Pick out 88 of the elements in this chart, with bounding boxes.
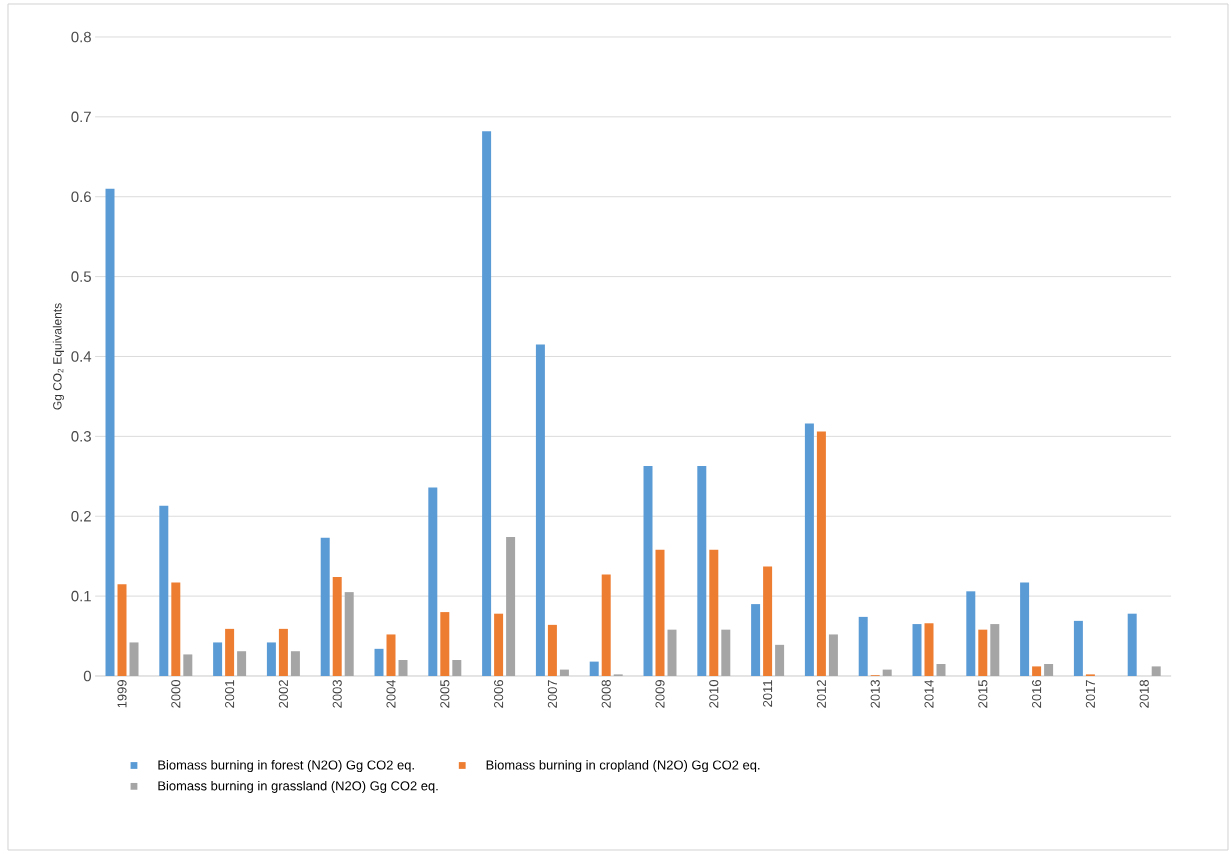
y-tick-label: 0.7 xyxy=(71,111,91,123)
bar xyxy=(804,423,814,676)
y-tick-label: 0.1 xyxy=(71,590,91,602)
bar xyxy=(482,131,492,676)
x-tick-label: 2006 xyxy=(494,680,504,708)
bar xyxy=(105,188,115,676)
bar xyxy=(278,628,288,676)
bar xyxy=(667,629,677,676)
bar xyxy=(816,431,826,676)
bar xyxy=(1020,582,1030,676)
bar xyxy=(440,612,450,676)
bar xyxy=(1073,620,1083,676)
y-axis-title: Gg CO$_{2}$ Equivalents xyxy=(52,303,64,410)
bar xyxy=(990,624,1000,676)
bar xyxy=(171,582,181,676)
bar xyxy=(129,642,139,676)
bar xyxy=(966,591,976,676)
x-tick-label: 2012 xyxy=(816,680,826,708)
bar xyxy=(266,642,276,676)
bar xyxy=(344,592,354,676)
y-tick-label: 0.3 xyxy=(71,431,91,442)
bar xyxy=(183,654,193,676)
bar xyxy=(386,634,396,676)
bar xyxy=(697,465,707,676)
x-tick-label: 2003 xyxy=(332,680,342,708)
bar xyxy=(882,669,892,676)
bar xyxy=(924,623,934,676)
y-tick-label: 0.5 xyxy=(71,271,91,282)
bar xyxy=(763,566,773,676)
bar xyxy=(332,576,342,676)
bar xyxy=(1127,613,1137,676)
bar xyxy=(320,537,330,676)
bar xyxy=(751,604,761,676)
bar xyxy=(398,660,408,676)
bar xyxy=(535,344,545,676)
y-tick-label: 0.6 xyxy=(71,191,91,203)
bar xyxy=(547,624,557,676)
bar xyxy=(709,549,719,676)
bar xyxy=(428,487,438,676)
x-tick-label: 2010 xyxy=(709,680,719,708)
bar xyxy=(374,648,384,676)
legend-label: Biomass burning in cropland (N2O) Gg CO2 eq. xyxy=(486,760,760,773)
bar xyxy=(237,651,247,676)
bar xyxy=(655,549,665,676)
legend-label: Biomass burning in grassland (N2O) Gg CO2 eq. xyxy=(158,780,438,793)
bar xyxy=(936,664,946,676)
x-tick-label: 2008 xyxy=(601,680,611,708)
y-tick-label: 0.4 xyxy=(71,351,92,362)
bar xyxy=(721,629,731,676)
legend-label: Biomass burning in forest (N2O) Gg CO2 eq. xyxy=(158,760,414,773)
x-tick-label: 2004 xyxy=(386,679,396,708)
x-tick-label: 2005 xyxy=(440,680,450,708)
bar xyxy=(1151,666,1161,676)
bar xyxy=(912,624,922,676)
bar xyxy=(643,465,653,676)
x-tick-label: 2001 xyxy=(225,680,235,708)
bar xyxy=(159,505,169,676)
x-tick-label: 1999 xyxy=(117,680,127,708)
x-tick-label: 2009 xyxy=(655,680,665,708)
x-tick-label: 2000 xyxy=(171,680,181,708)
bar xyxy=(452,660,462,676)
x-tick-label: 2007 xyxy=(547,680,557,708)
x-tick-label: 2018 xyxy=(1139,680,1149,708)
x-tick-label: 2015 xyxy=(978,680,988,708)
bar xyxy=(494,613,504,676)
bar xyxy=(117,584,127,676)
bar xyxy=(213,642,223,676)
bar xyxy=(290,651,300,676)
x-tick-label: 2016 xyxy=(1032,680,1042,708)
bar xyxy=(225,628,235,676)
x-tick-label: 2011 xyxy=(763,680,773,707)
bar xyxy=(601,574,611,676)
bar xyxy=(828,634,838,676)
bar xyxy=(589,661,599,676)
bar xyxy=(1032,666,1042,676)
y-tick-label: 0.8 xyxy=(71,31,91,43)
x-tick-label: 2017 xyxy=(1085,680,1095,708)
bar xyxy=(775,644,785,676)
bar xyxy=(506,537,516,676)
bar xyxy=(978,629,988,676)
x-tick-label: 2014 xyxy=(924,679,934,708)
y-tick-label: 0 xyxy=(83,670,91,682)
bar xyxy=(1044,664,1054,676)
bar xyxy=(858,616,868,676)
x-tick-label: 2013 xyxy=(870,680,880,708)
y-tick-label: 0.2 xyxy=(71,510,91,522)
bar xyxy=(559,669,569,676)
x-tick-label: 2002 xyxy=(278,680,288,708)
